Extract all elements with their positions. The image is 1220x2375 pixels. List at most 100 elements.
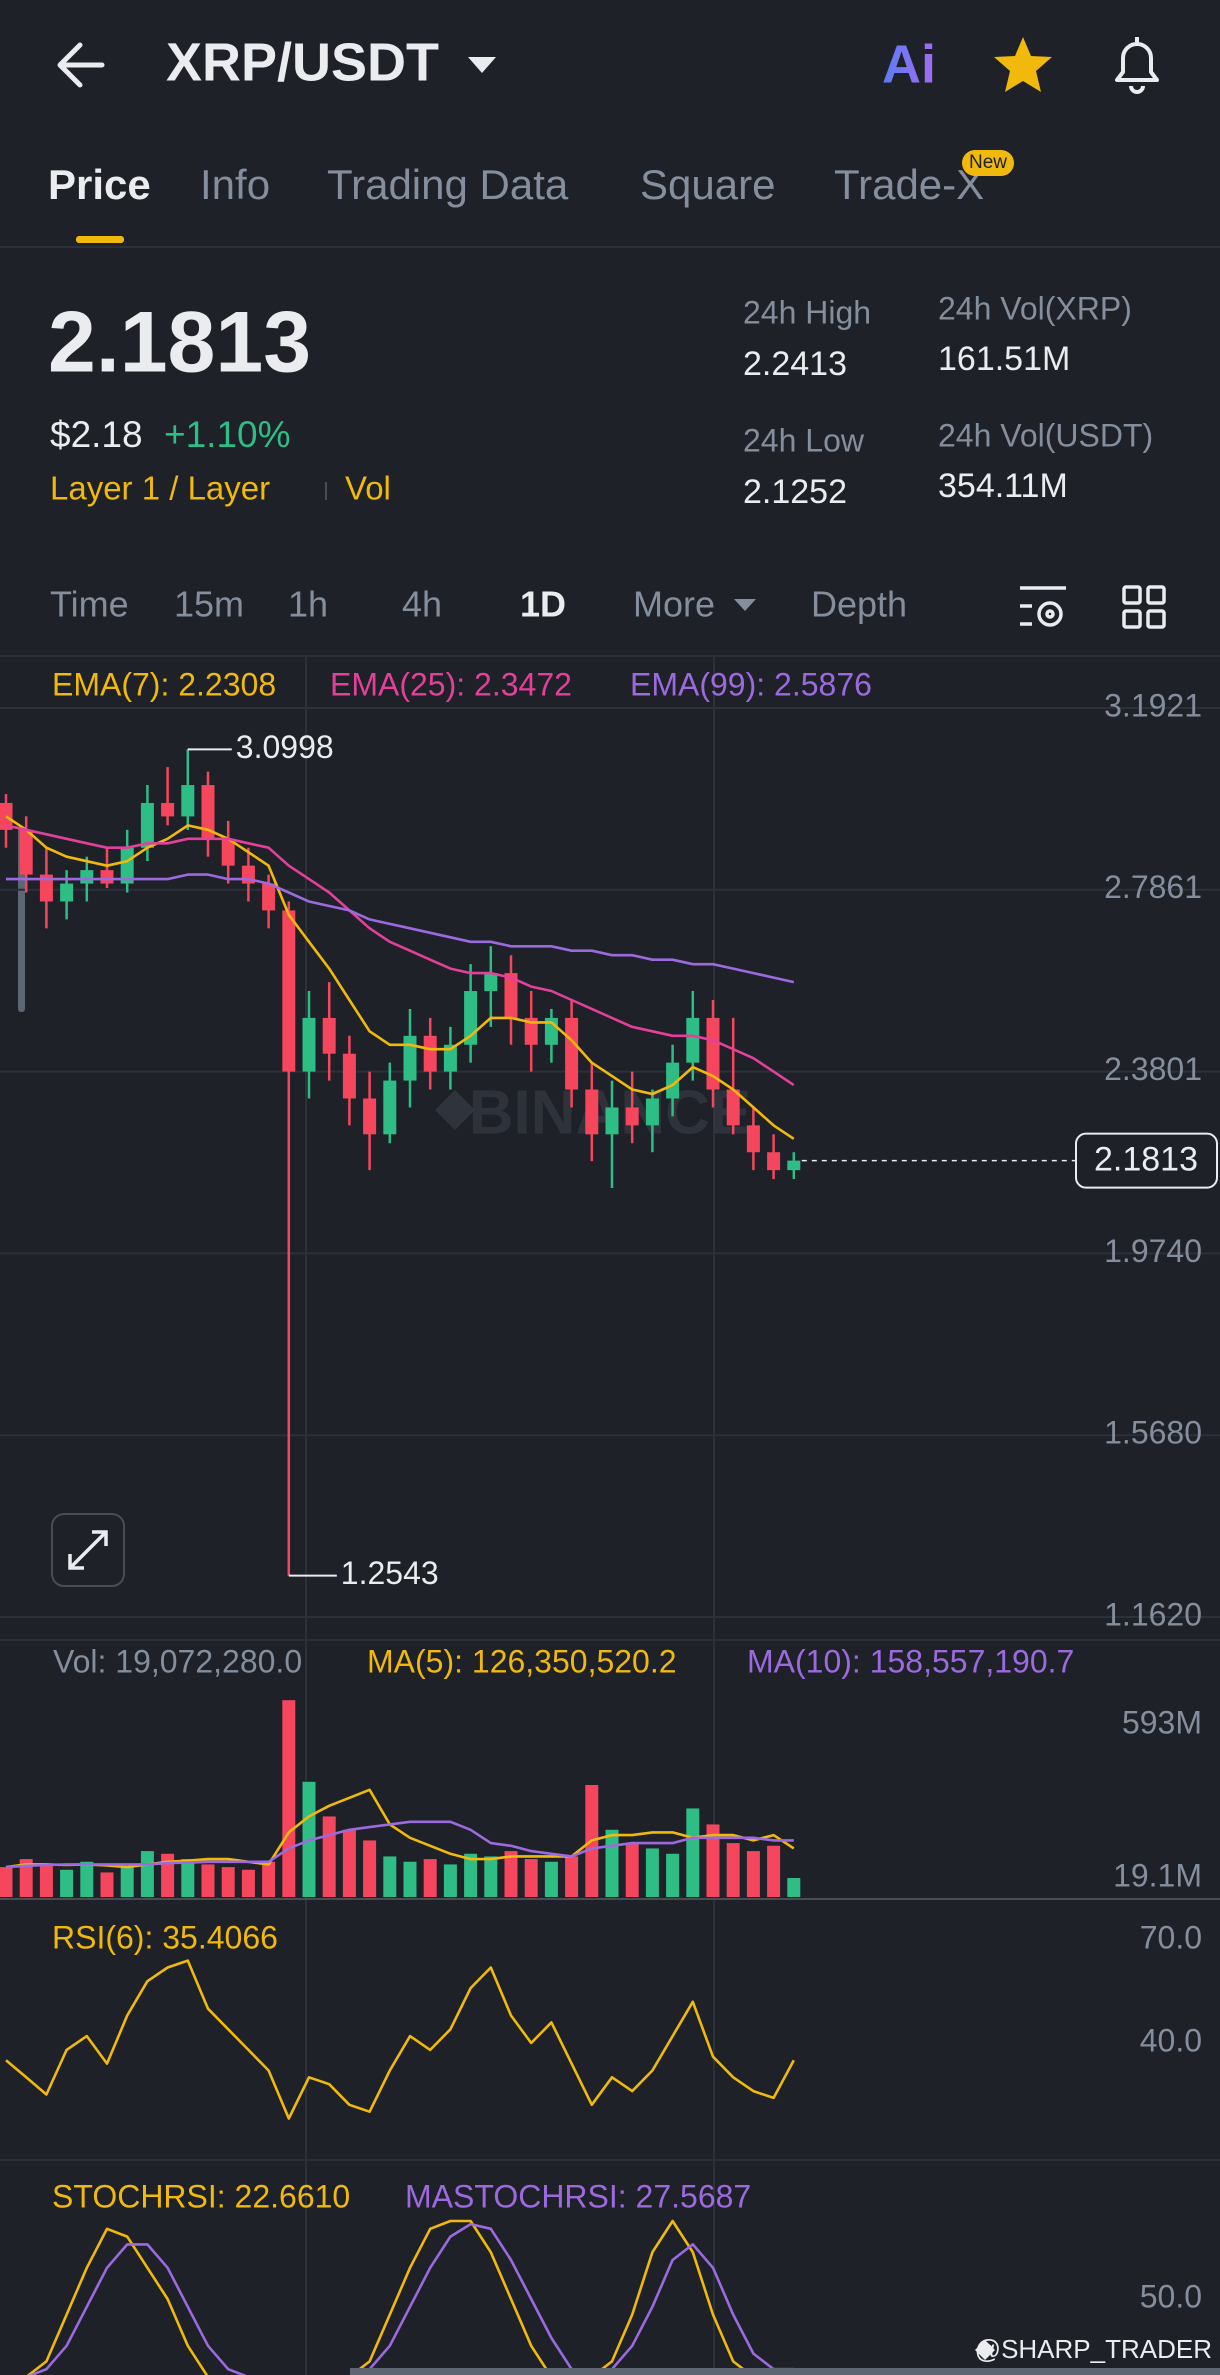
candle-body: [201, 785, 215, 839]
interval[interactable]: 15m: [174, 584, 244, 625]
volume-bar: [140, 1851, 154, 1897]
volume-bar: [221, 1867, 235, 1897]
tag[interactable]: Vol: [345, 470, 391, 507]
candle-body: [484, 973, 498, 992]
new-badge-text: New: [969, 152, 1007, 173]
volume-bar: [120, 1867, 134, 1897]
stat-label: 24h Vol(USDT): [938, 417, 1153, 453]
footer-credit: @SHARP_TRADER: [975, 2334, 1212, 2364]
candle-body: [746, 1125, 760, 1153]
volume-bar: [241, 1869, 255, 1897]
y-tick-label: 70.0: [1140, 1919, 1202, 1955]
stat-value: 2.2413: [743, 345, 847, 383]
interval[interactable]: Time: [50, 584, 129, 625]
tab-indicator: [76, 236, 124, 243]
legend-entry: EMA(25): 2.3472: [330, 666, 572, 702]
indicator-line: [5, 824, 795, 1087]
scrollbar: [350, 2368, 1220, 2375]
y-tick-label: 1.5680: [1104, 1415, 1202, 1451]
candle-body: [565, 1017, 579, 1090]
candle-body: [706, 1017, 720, 1090]
volume-bar: [464, 1853, 478, 1897]
volume-bar: [726, 1843, 740, 1897]
candle-body: [120, 847, 134, 884]
volume-bar: [686, 1808, 700, 1897]
chart-settings-icon[interactable]: [1020, 586, 1066, 627]
pair-dropdown[interactable]: [468, 57, 496, 73]
volume-bar: [342, 1829, 356, 1897]
volume-bar: [181, 1859, 195, 1897]
tab[interactable]: Trading Data: [327, 161, 569, 208]
back-button[interactable]: [57, 42, 105, 88]
legend-entry: EMA(99): 2.5876: [630, 666, 872, 702]
stat-value: 2.1252: [743, 473, 847, 511]
y-tick-label: 40.0: [1140, 2022, 1202, 2058]
high-label: 3.0998: [236, 729, 334, 765]
watermark-logo: [435, 1090, 475, 1130]
volume-bar: [443, 1864, 457, 1897]
more-dropdown[interactable]: [734, 599, 756, 611]
tab[interactable]: Trade-X: [834, 161, 984, 208]
volume-bar: [625, 1843, 639, 1897]
tab-bar: Price Info Trading Data Square Trade-X: [48, 161, 984, 208]
indicator-line: [5, 1959, 795, 2120]
candle-body: [181, 785, 195, 817]
candle-body: [605, 1107, 619, 1135]
candle-body: [403, 1035, 417, 1081]
layout-icon[interactable]: [1122, 585, 1166, 629]
y-tick-label: 1.1620: [1104, 1596, 1202, 1632]
candle-body: [19, 829, 33, 875]
candle-body: [767, 1152, 781, 1171]
volume-bar: [0, 1867, 13, 1897]
candle-body: [322, 1017, 336, 1054]
tab[interactable]: Price: [48, 161, 151, 208]
current-price-label: 2.1813: [1094, 1141, 1198, 1179]
indicator-line: [5, 815, 795, 1140]
legend-entry: Vol: 19,072,280.0: [53, 1643, 302, 1679]
candle-body: [726, 1089, 740, 1126]
legend-entry: EMA(7): 2.2308: [52, 666, 276, 702]
favorite-star[interactable]: [994, 37, 1052, 92]
interval[interactable]: 1D: [520, 584, 566, 625]
candle-body: [100, 870, 114, 884]
candle-body: [423, 1035, 437, 1072]
interval[interactable]: More: [633, 584, 715, 625]
candle-body: [302, 1017, 316, 1072]
ai-button[interactable]: Ai: [882, 34, 936, 94]
stat-label: 24h High: [743, 294, 871, 330]
interval[interactable]: Depth: [811, 584, 907, 625]
y-tick-label: 2.3801: [1104, 1051, 1202, 1087]
y-tick-label: 50.0: [1140, 2278, 1202, 2314]
tab[interactable]: Square: [640, 161, 775, 208]
candle-body: [383, 1080, 397, 1135]
volume-bar: [706, 1824, 720, 1897]
y-tick-label: 19.1M: [1113, 1857, 1202, 1893]
candle-body: [787, 1160, 801, 1171]
volume-bar: [767, 1845, 781, 1897]
candle-body: [282, 910, 296, 1072]
volume-bar: [383, 1856, 397, 1897]
low-label: 1.2543: [341, 1555, 439, 1591]
volume-bar: [565, 1856, 579, 1897]
interval[interactable]: 1h: [288, 584, 328, 625]
interval[interactable]: 4h: [402, 584, 442, 625]
tag[interactable]: Layer 1 / Layer: [50, 470, 270, 507]
volume-bar: [544, 1861, 558, 1897]
volume-bar: [504, 1851, 518, 1897]
legend-entry: RSI(6): 35.4066: [52, 1919, 278, 1955]
alert-bell[interactable]: [1115, 37, 1159, 94]
indicator-line: [26, 2219, 753, 2375]
candle-body: [645, 1098, 659, 1126]
candle-body: [504, 973, 518, 1018]
interval-bar: Time 15m 1h 4h 1D More Depth: [50, 584, 907, 625]
volume-bar: [403, 1861, 417, 1897]
footer-logo: [975, 2340, 995, 2360]
volume-bar: [484, 1856, 498, 1897]
pair-title[interactable]: XRP/USDT: [166, 32, 439, 92]
tab[interactable]: Info: [200, 161, 270, 208]
candle-body: [625, 1107, 639, 1126]
stat-label: 24h Vol(XRP): [938, 290, 1132, 326]
